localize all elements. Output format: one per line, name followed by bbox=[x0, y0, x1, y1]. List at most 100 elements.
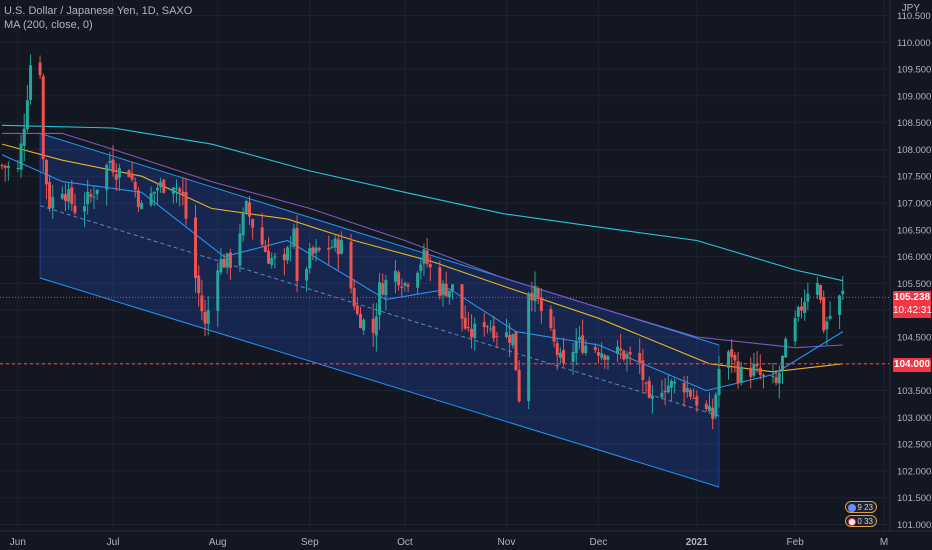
candle-body bbox=[682, 383, 686, 393]
candle-body bbox=[733, 354, 737, 361]
candle-body bbox=[140, 202, 144, 210]
candle-body bbox=[495, 335, 499, 337]
candle-body bbox=[717, 368, 721, 396]
candle-body bbox=[6, 165, 10, 169]
y-tick-label: 108.500 bbox=[897, 118, 931, 129]
candle-body bbox=[95, 189, 99, 195]
candle-body bbox=[273, 256, 277, 259]
candle-body bbox=[555, 343, 559, 356]
candle-body bbox=[339, 239, 343, 254]
candle-body bbox=[692, 397, 696, 399]
indicator-legend[interactable]: MA (200, close, 0) bbox=[4, 19, 93, 31]
event-badge[interactable]: 0 33 bbox=[845, 515, 877, 527]
candle-body bbox=[714, 394, 718, 417]
candle-body bbox=[666, 385, 670, 393]
candle-body bbox=[263, 246, 267, 252]
x-tick-label: Nov bbox=[498, 537, 516, 548]
candle-body bbox=[800, 306, 804, 311]
chart-grid bbox=[0, 0, 890, 531]
candle-body bbox=[685, 388, 689, 393]
candle-body bbox=[105, 164, 109, 190]
event-badge-label: 0 33 bbox=[857, 517, 873, 526]
candle-body bbox=[308, 247, 312, 269]
price-axis-unit: JPY bbox=[901, 3, 920, 14]
candle-body bbox=[628, 352, 632, 355]
candle-body bbox=[600, 353, 604, 358]
candle-body bbox=[355, 305, 359, 314]
candle-body bbox=[89, 194, 93, 197]
candle-body bbox=[416, 272, 420, 288]
candle-body bbox=[349, 241, 353, 289]
candle-body bbox=[663, 390, 667, 393]
candle-body bbox=[638, 353, 642, 363]
candle-body bbox=[425, 250, 429, 264]
level-price-tag: 104.000 bbox=[893, 358, 931, 372]
candle-body bbox=[384, 279, 388, 296]
candle-body bbox=[241, 212, 245, 236]
candle-body bbox=[200, 295, 204, 312]
candle-body bbox=[803, 301, 807, 313]
candle-body bbox=[419, 264, 423, 272]
candle-body bbox=[178, 188, 182, 192]
candle-body bbox=[181, 191, 185, 195]
candle-body bbox=[381, 283, 385, 295]
candle-body bbox=[596, 352, 600, 356]
candle-body bbox=[38, 62, 42, 76]
candle-body bbox=[777, 372, 781, 384]
y-tick-label: 106.000 bbox=[897, 252, 931, 263]
event-badge[interactable]: 9 23 bbox=[845, 501, 877, 513]
candle-body bbox=[44, 160, 48, 185]
time-axis[interactable]: Jun Jul Aug Sep Oct Nov Dec 2021 Feb M bbox=[0, 530, 932, 548]
candle-body bbox=[270, 258, 274, 265]
candle-body bbox=[463, 317, 467, 329]
y-tick-label: 109.500 bbox=[897, 65, 931, 76]
flag-icon bbox=[848, 504, 856, 512]
candle-body bbox=[539, 297, 543, 312]
candle-body bbox=[819, 284, 823, 300]
candle-body bbox=[841, 290, 845, 295]
candle-body bbox=[393, 270, 397, 282]
candle-body bbox=[0, 165, 4, 167]
candle-body bbox=[228, 252, 232, 268]
channel-lower bbox=[39, 277, 720, 488]
chart-title: U.S. Dollar / Japanese Yen, 1D, SAXO bbox=[4, 5, 193, 17]
candle-body bbox=[444, 283, 448, 297]
candle-body bbox=[650, 395, 654, 399]
candle-body bbox=[704, 403, 708, 410]
candle-body bbox=[51, 197, 55, 209]
candle-body bbox=[282, 254, 286, 261]
candle-body bbox=[136, 190, 140, 208]
candle-body bbox=[822, 297, 826, 331]
candle-body bbox=[174, 188, 178, 190]
candle-body bbox=[815, 283, 819, 295]
candle-body bbox=[244, 200, 248, 213]
candle-body bbox=[730, 349, 734, 358]
candle-body bbox=[838, 295, 842, 316]
flag-icon bbox=[848, 518, 856, 526]
candle-body bbox=[251, 219, 255, 228]
candle-body bbox=[489, 328, 493, 330]
candle-body bbox=[739, 366, 743, 384]
candle-body bbox=[755, 363, 759, 367]
candle-body bbox=[527, 293, 531, 402]
candle-body bbox=[362, 319, 366, 331]
candle-body bbox=[305, 268, 309, 281]
candle-body bbox=[171, 187, 175, 194]
candle-body bbox=[127, 170, 131, 178]
x-tick-label: Jun bbox=[10, 537, 26, 548]
y-tick-label: 101.500 bbox=[897, 493, 931, 504]
candle-body bbox=[86, 191, 90, 205]
candle-body bbox=[577, 336, 581, 340]
candle-body bbox=[828, 315, 832, 319]
candle-body bbox=[619, 348, 623, 351]
candle-body bbox=[451, 284, 455, 292]
candle-body bbox=[22, 128, 26, 146]
candle-body bbox=[695, 396, 699, 406]
x-tick-label: Sep bbox=[301, 537, 319, 548]
candle-body bbox=[378, 282, 382, 316]
candle-body bbox=[470, 328, 474, 338]
candle-body bbox=[574, 341, 578, 354]
candle-body bbox=[758, 367, 762, 376]
x-tick-label: 2021 bbox=[686, 537, 709, 548]
